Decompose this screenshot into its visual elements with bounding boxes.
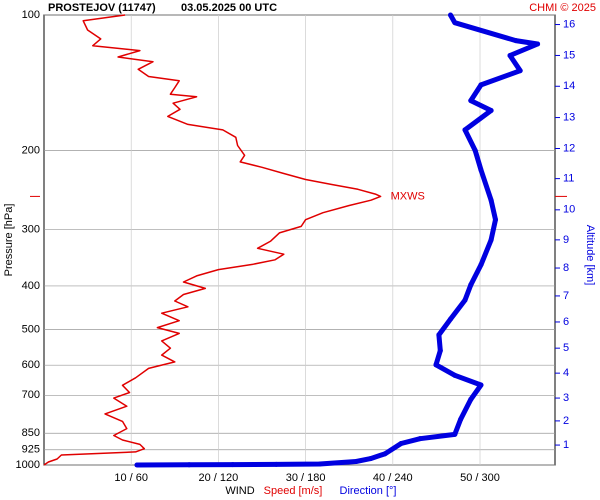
- direction-point: [436, 332, 442, 338]
- altitude-tick-label: 9: [563, 234, 569, 246]
- max-wind-label: MXWS: [391, 190, 425, 202]
- direction-point: [478, 167, 484, 173]
- direction-point: [478, 262, 484, 268]
- altitude-tick-label: 4: [563, 367, 569, 379]
- direction-point: [398, 441, 404, 447]
- direction-point: [417, 436, 423, 442]
- direction-point: [468, 98, 474, 104]
- y-axis-label: Pressure [hPa]: [3, 204, 15, 277]
- direction-point: [433, 362, 439, 368]
- altitude-tick-label: 11: [563, 173, 574, 185]
- direction-point: [517, 68, 523, 74]
- chart-subtitle: 03.05.2025 00 UTC: [181, 2, 277, 14]
- altitude-tick-label: 13: [563, 111, 575, 123]
- direction-point: [437, 348, 443, 354]
- direction-point: [134, 462, 140, 468]
- direction-point: [488, 107, 494, 113]
- x-tick-label: 30 / 180: [286, 472, 326, 484]
- direction-point: [382, 451, 388, 457]
- direction-point: [535, 41, 541, 47]
- altitude-tick-label: 12: [563, 142, 575, 154]
- altitude-tick-label: 14: [563, 80, 575, 92]
- altitude-tick-label: 5: [563, 342, 569, 354]
- direction-point: [468, 282, 474, 288]
- y-tick-label: 600: [22, 359, 40, 371]
- altitude-tick-label: 7: [563, 290, 569, 302]
- direction-point: [273, 461, 279, 467]
- direction-point: [447, 316, 453, 322]
- legend-entry: Direction [°]: [340, 485, 397, 497]
- altitude-tick-label: 1: [563, 439, 569, 451]
- direction-point: [368, 456, 374, 462]
- direction-point: [186, 462, 192, 468]
- legend-entry: Speed [m/s]: [264, 485, 323, 497]
- direction-point: [452, 372, 458, 378]
- plot-frame: [43, 14, 556, 466]
- direction-point: [478, 82, 484, 88]
- altitude-tick-label: 16: [563, 18, 575, 30]
- direction-line: [136, 13, 541, 468]
- direction-point: [492, 217, 498, 223]
- y-tick-label: 700: [22, 389, 40, 401]
- direction-point: [452, 431, 458, 437]
- x-axis-label: WIND: [225, 485, 254, 497]
- x-tick-label: 40 / 240: [373, 472, 413, 484]
- x-tick-label: 10 / 60: [114, 472, 148, 484]
- y-tick-label: 400: [22, 280, 40, 292]
- direction-point: [488, 237, 494, 243]
- speed-line: [43, 14, 382, 466]
- altitude-tick-label: 8: [563, 262, 569, 274]
- altitude-tick-label: 3: [563, 392, 569, 404]
- y-tick-label: 300: [22, 224, 40, 236]
- altitude-tick-label: 6: [563, 316, 569, 328]
- altitude-axis-label: Altitude [km]: [584, 225, 596, 286]
- y-tick-label: 925: [22, 444, 40, 456]
- direction-point: [452, 20, 458, 26]
- chart-title: PROSTEJOV (11747): [48, 2, 156, 14]
- direction-point: [462, 297, 468, 303]
- direction-point: [317, 461, 323, 467]
- direction-point: [488, 197, 494, 203]
- altitude-tick-label: 15: [563, 49, 575, 61]
- direction-point: [447, 12, 453, 18]
- x-tick-label: 50 / 300: [460, 472, 500, 484]
- y-tick-label: 850: [22, 427, 40, 439]
- direction-point: [472, 147, 478, 153]
- direction-point: [458, 416, 464, 422]
- direction-point: [513, 38, 519, 44]
- x-tick-label: 20 / 120: [199, 472, 239, 484]
- direction-point: [507, 52, 513, 58]
- altitude-tick-label: 10: [563, 204, 575, 216]
- direction-point: [468, 396, 474, 402]
- credit: CHMI © 2025: [529, 2, 596, 14]
- y-tick-label: 1000: [16, 459, 40, 471]
- y-tick-label: 100: [22, 9, 40, 21]
- altitude-tick-label: 2: [563, 415, 569, 427]
- direction-point: [462, 127, 468, 133]
- y-tick-label: 500: [22, 323, 40, 335]
- direction-point: [478, 382, 484, 388]
- direction-point: [353, 458, 359, 464]
- direction-point: [230, 462, 236, 468]
- y-tick-label: 200: [22, 144, 40, 156]
